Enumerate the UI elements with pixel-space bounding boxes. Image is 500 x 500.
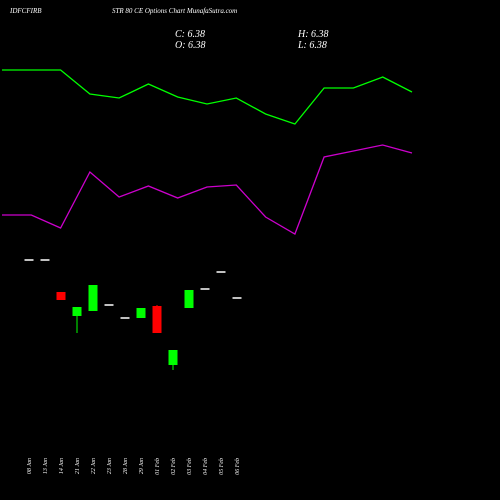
high-text: H: 6.38 <box>297 29 329 40</box>
x-tick-label: 29 Jan <box>139 458 145 474</box>
x-tick-label: 02 Feb <box>171 458 177 475</box>
candle-body <box>40 259 50 261</box>
candle-body <box>152 306 162 333</box>
candle-body <box>216 271 226 273</box>
indicator-line <box>2 144 413 235</box>
low-text: L: 6.38 <box>297 40 327 51</box>
x-tick-label: 28 Jan <box>123 458 129 474</box>
x-tick-label: 08 Jan <box>27 458 33 474</box>
candle-body <box>232 297 242 299</box>
x-tick-label: 21 Jan <box>75 458 81 474</box>
x-tick-label: 22 Jan <box>91 458 97 474</box>
candle-body <box>184 290 194 308</box>
chart-subtitle: STR 80 CE Options Chart MunafaSutra.com <box>112 7 237 15</box>
close-text: C: 6.38 <box>175 29 205 40</box>
candle-body <box>136 308 146 318</box>
x-tick-label: 01 Feb <box>155 458 161 475</box>
x-tick-label: 23 Jan <box>107 458 113 474</box>
chart-title: IDFCFIRB <box>9 7 42 15</box>
x-tick-label: 06 Feb <box>235 458 241 475</box>
candle-body <box>120 317 130 319</box>
candle-body <box>88 285 98 311</box>
candle-body <box>104 304 114 306</box>
candle-body <box>200 288 210 290</box>
x-tick-label: 04 Feb <box>202 458 209 475</box>
candle-body <box>168 350 178 365</box>
candle-body <box>72 307 82 316</box>
x-tick-label: 13 Jan <box>43 458 49 474</box>
x-tick-label: 14 Jan <box>58 458 65 474</box>
candle-body <box>24 259 34 261</box>
x-tick-label: 03 Feb <box>187 458 193 475</box>
candle-body <box>56 292 66 300</box>
indicator-line <box>2 69 413 125</box>
x-tick-label: 05 Feb <box>219 458 225 475</box>
open-text: O: 6.38 <box>175 40 206 51</box>
